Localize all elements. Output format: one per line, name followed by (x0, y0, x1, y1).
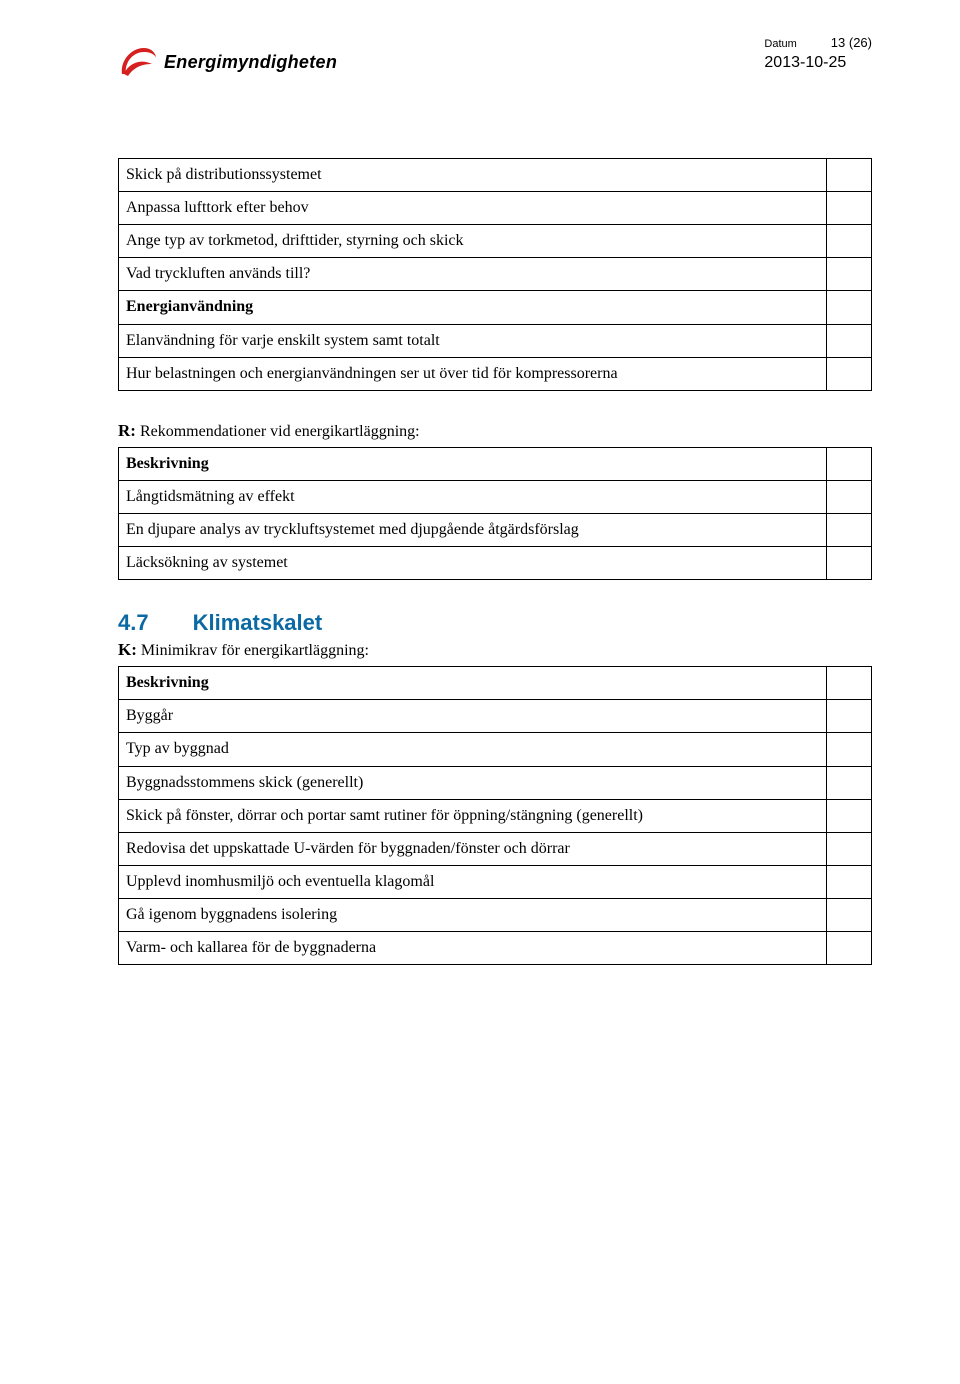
date-value: 2013-10-25 (764, 52, 872, 74)
table-row: Byggår (119, 700, 872, 733)
cell-text: Varm- och kallarea för de byggnaderna (119, 932, 827, 965)
table-rekommendationer: BeskrivningLångtidsmätning av effektEn d… (118, 447, 872, 580)
date-label: Datum (764, 37, 796, 52)
cell-check (827, 357, 872, 390)
cell-check (827, 447, 872, 480)
cell-text: Skick på distributionssystemet (119, 159, 827, 192)
cell-check (827, 733, 872, 766)
cell-check (827, 898, 872, 931)
table-row: Vad tryckluften används till? (119, 258, 872, 291)
cell-text: Skick på fönster, dörrar och portar samt… (119, 799, 827, 832)
table-row: Beskrivning (119, 447, 872, 480)
table-row: Skick på distributionssystemet (119, 159, 872, 192)
logo-text: Energimyndigheten (164, 52, 337, 73)
table-row: Elanvändning för varje enskilt system sa… (119, 324, 872, 357)
table-row: Gå igenom byggnadens isolering (119, 898, 872, 931)
cell-text: Läcksökning av systemet (119, 547, 827, 580)
k-text: Minimikrav för energikartläggning: (141, 642, 369, 659)
swoosh-icon (118, 44, 158, 80)
cell-text: Byggnadsstommens skick (generellt) (119, 766, 827, 799)
cell-check (827, 832, 872, 865)
cell-text: Gå igenom byggnadens isolering (119, 898, 827, 931)
cell-check (827, 799, 872, 832)
cell-check (827, 932, 872, 965)
cell-text: Beskrivning (119, 447, 827, 480)
cell-text: Beskrivning (119, 667, 827, 700)
cell-check (827, 766, 872, 799)
cell-text: Elanvändning för varje enskilt system sa… (119, 324, 827, 357)
cell-check (827, 700, 872, 733)
table-row: Hur belastningen och energianvändningen … (119, 357, 872, 390)
cell-text: Vad tryckluften används till? (119, 258, 827, 291)
cell-check (827, 159, 872, 192)
section-title: Klimatskalet (193, 610, 323, 636)
cell-check (827, 865, 872, 898)
logo: Energimyndigheten (118, 44, 337, 80)
table-row: Långtidsmätning av effekt (119, 480, 872, 513)
cell-text: Ange typ av torkmetod, drifttider, styrn… (119, 225, 827, 258)
table-row: Typ av byggnad (119, 733, 872, 766)
table-row: Energianvändning (119, 291, 872, 324)
cell-check (827, 667, 872, 700)
cell-check (827, 480, 872, 513)
table-distribution: Skick på distributionssystemetAnpassa lu… (118, 158, 872, 391)
table-row: Byggnadsstommens skick (generellt) (119, 766, 872, 799)
cell-text: Långtidsmätning av effekt (119, 480, 827, 513)
cell-text: Redovisa det uppskattade U-värden för by… (119, 832, 827, 865)
cell-check (827, 513, 872, 546)
cell-check (827, 547, 872, 580)
cell-check (827, 192, 872, 225)
table-row: Ange typ av torkmetod, drifttider, styrn… (119, 225, 872, 258)
r-lead: R: Rekommendationer vid energikartläggni… (118, 421, 872, 441)
k-lead: K: Minimikrav för energikartläggning: (118, 640, 872, 660)
table-row: Läcksökning av systemet (119, 547, 872, 580)
table-row: Redovisa det uppskattade U-värden för by… (119, 832, 872, 865)
cell-check (827, 291, 872, 324)
r-text: Rekommendationer vid energikartläggning: (140, 423, 420, 440)
k-label: K: (118, 640, 137, 659)
cell-text: Hur belastningen och energianvändningen … (119, 357, 827, 390)
section-heading-klimatskalet: 4.7 Klimatskalet (118, 610, 872, 636)
cell-check (827, 225, 872, 258)
page-header: Energimyndigheten Datum 13 (26) 2013-10-… (118, 34, 872, 80)
page-number: 13 (26) (831, 34, 872, 52)
table-row: Beskrivning (119, 667, 872, 700)
table-row: En djupare analys av tryckluftsystemet m… (119, 513, 872, 546)
cell-text: Typ av byggnad (119, 733, 827, 766)
table-klimatskalet: BeskrivningByggårTyp av byggnadByggnadss… (118, 666, 872, 965)
page: Energimyndigheten Datum 13 (26) 2013-10-… (0, 0, 960, 1384)
table-row: Varm- och kallarea för de byggnaderna (119, 932, 872, 965)
cell-text: Upplevd inomhusmiljö och eventuella klag… (119, 865, 827, 898)
cell-text: Anpassa lufttork efter behov (119, 192, 827, 225)
cell-text: En djupare analys av tryckluftsystemet m… (119, 513, 827, 546)
table-row: Skick på fönster, dörrar och portar samt… (119, 799, 872, 832)
table-row: Anpassa lufttork efter behov (119, 192, 872, 225)
cell-text: Energianvändning (119, 291, 827, 324)
section-number: 4.7 (118, 610, 149, 636)
cell-check (827, 258, 872, 291)
header-meta: Datum 13 (26) 2013-10-25 (764, 34, 872, 75)
r-label: R: (118, 421, 136, 440)
table-row: Upplevd inomhusmiljö och eventuella klag… (119, 865, 872, 898)
cell-check (827, 324, 872, 357)
cell-text: Byggår (119, 700, 827, 733)
